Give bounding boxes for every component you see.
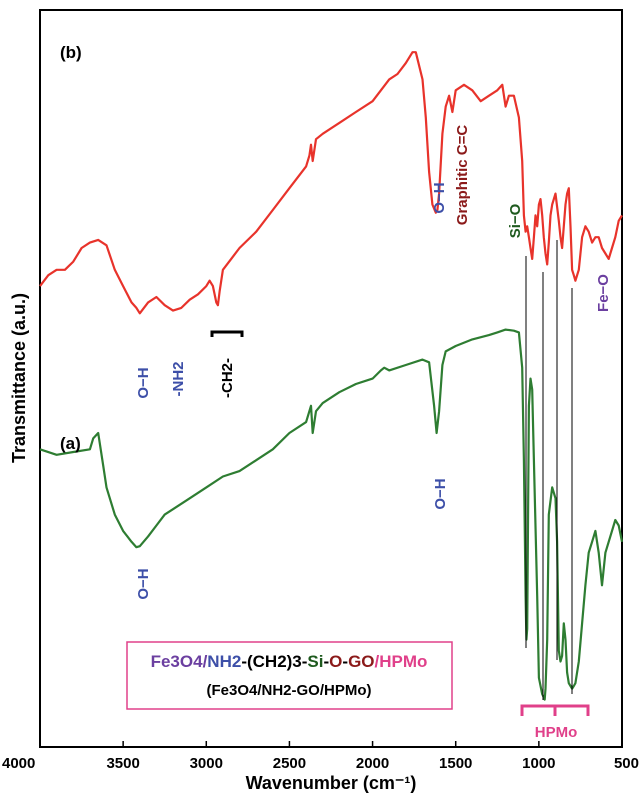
x-tick-label-500: 500 xyxy=(614,755,639,772)
legend-si: Si xyxy=(307,652,323,671)
legend-fe3o4: Fe3O4 xyxy=(151,652,204,671)
legend-line-1: Fe3O4/NH2-(CH2)3-Si-O-GO/HPMo xyxy=(151,652,428,671)
x-tick-label-1500: 1500 xyxy=(439,755,472,772)
x-tick-label-4000: 4000 xyxy=(2,755,35,772)
plot-frame xyxy=(39,9,623,748)
hpmo-bracket xyxy=(520,704,590,716)
series-layer xyxy=(39,51,624,701)
ann-b-oh-3400: O−H xyxy=(135,367,152,398)
series-line-b xyxy=(39,51,623,315)
panel-label-b: (b) xyxy=(60,43,82,62)
x-tick-label-2500: 2500 xyxy=(273,755,306,772)
legend-box xyxy=(126,641,453,710)
x-axis-title: Wavenumber (cm⁻¹) xyxy=(246,773,417,793)
y-axis-title: Transmittance (a.u.) xyxy=(9,293,29,463)
legend-dash-1: - xyxy=(323,652,329,671)
series-line-a xyxy=(39,328,624,701)
ann-b-ch2: -CH2- xyxy=(219,358,236,398)
ticks-layer: 4000 3500 3000 2500 2000 1500 1000 500 xyxy=(2,741,639,772)
legend-ch2: -(CH2)3- xyxy=(241,652,307,671)
x-tick-label-2000: 2000 xyxy=(356,755,389,772)
ann-b-oh-1630: O−H xyxy=(431,182,448,213)
x-tick-label-3000: 3000 xyxy=(190,755,223,772)
ann-b-feo: Fe−O xyxy=(595,274,612,312)
ann-b-nh2: -NH2 xyxy=(170,361,187,396)
hpmo-reference-lines xyxy=(525,240,573,700)
legend-dash-2: - xyxy=(342,652,348,671)
ann-b-graphitic: Graphitic C=C xyxy=(454,125,471,226)
ann-hpmo: HPMo xyxy=(535,724,578,741)
legend-o: O xyxy=(329,652,342,671)
x-tick-label-3500: 3500 xyxy=(106,755,139,772)
legend-line-2: (Fe3O4/NH2-GO/HPMo) xyxy=(206,682,371,699)
ann-a-oh-3400: O−H xyxy=(135,568,152,599)
legend-slash-2: / xyxy=(375,652,380,671)
ann-a-oh-1630: O−H xyxy=(432,478,449,509)
ch2-bracket xyxy=(210,330,244,337)
legend-slash-1: / xyxy=(203,652,208,671)
legend-nh2: NH2 xyxy=(207,652,241,671)
legend-go: GO xyxy=(348,652,374,671)
legend-hpmo: HPMo xyxy=(379,652,427,671)
panel-label-a: (a) xyxy=(60,434,81,453)
x-tick-label-1000: 1000 xyxy=(522,755,555,772)
ann-b-sio: Si−O xyxy=(507,203,524,238)
